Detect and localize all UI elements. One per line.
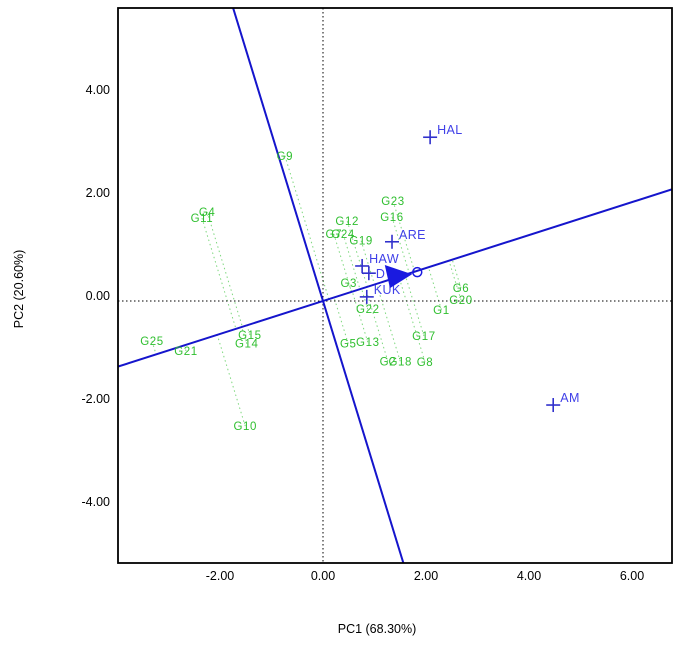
genotype-label-G21: G21 [174,346,198,358]
projection-line-G17 [404,274,425,337]
genotype-label-G24: G24 [331,229,355,241]
environment-label-KUK: KUK [374,283,401,297]
environment-marker-HAL [423,130,438,145]
x-tick--2.00: -2.00 [206,569,235,583]
genotype-label-G10: G10 [233,421,257,433]
environment-marker-ARE [385,234,400,249]
projection-line-G3 [348,282,352,293]
x-tick-6.00: 6.00 [620,569,644,583]
genotype-label-G16: G16 [380,212,404,224]
genotype-label-G25: G25 [140,336,164,348]
genotype-label-G23: G23 [381,196,405,208]
projection-line-G11 [201,217,237,330]
genotype-label-G9: G9 [277,151,294,163]
environment-marker-AM [546,398,561,413]
genotype-label-G4: G4 [199,207,216,219]
aec-ordinate-axis [232,8,405,563]
genotype-label-G18: G18 [388,356,412,368]
genotype-label-G1: G1 [433,305,450,317]
genotype-label-G17: G17 [412,331,436,343]
environment-label-HAL: HAL [437,123,463,137]
environment-marker-HAW [355,258,370,273]
y-tick--4.00: -4.00 [82,495,111,509]
genotype-label-G3: G3 [340,278,357,290]
genotype-label-G12: G12 [335,216,359,228]
projection-line-G24 [342,233,361,290]
environment-label-HAW: HAW [369,252,399,266]
projection-line-G2 [364,287,389,362]
environment-label-D: D [376,267,385,281]
genotype-label-G20: G20 [449,295,473,307]
x-tick-2.00: 2.00 [414,569,438,583]
y-axis-title: PC2 (20.60%) [12,249,26,329]
genotype-label-G15: G15 [238,330,262,342]
projection-line-G9 [284,155,330,300]
projection-line-G16 [391,216,410,274]
projection-line-G15 [246,325,251,336]
genotype-label-G5: G5 [340,339,357,351]
projection-line-G4 [206,211,243,327]
environment-label-ARE: ARE [399,228,426,242]
y-tick-0.00: 0.00 [86,289,110,303]
projection-line-G8 [398,276,426,362]
aea-arrowhead-icon [384,264,413,289]
genotype-label-G14: G14 [235,339,259,351]
x-tick-0.00: 0.00 [311,569,335,583]
genotype-label-G8: G8 [417,357,434,369]
environment-marker-D [361,266,376,281]
projection-line-G1 [427,267,442,310]
genotype-label-G22: G22 [356,304,380,316]
genotype-label-G19: G19 [349,236,373,248]
genotype-label-G11: G11 [191,213,214,225]
projection-line-G23 [392,200,416,272]
projection-line-G5 [333,297,349,344]
environment-label-AM: AM [560,391,580,405]
genotype-label-G6: G6 [453,283,470,295]
projection-line-G6 [451,259,462,289]
x-axis-title: PC1 (68.30%) [337,622,417,636]
y-tick-4.00: 4.00 [86,83,110,97]
genotype-label-G13: G13 [356,337,380,349]
projection-line-G7 [333,233,353,293]
genotype-label-G7: G7 [326,229,343,241]
projection-line-G14 [241,326,248,344]
environment-marker-KUK [359,289,374,304]
average-environment-circle [411,266,423,278]
genotype-label-G2: G2 [380,356,397,368]
projection-line-G19 [360,240,376,285]
x-tick-4.00: 4.00 [517,569,541,583]
y-tick--2.00: -2.00 [82,392,111,406]
y-tick-2.00: 2.00 [86,186,110,200]
plot-border [117,7,673,564]
projection-line-G13 [351,291,369,343]
